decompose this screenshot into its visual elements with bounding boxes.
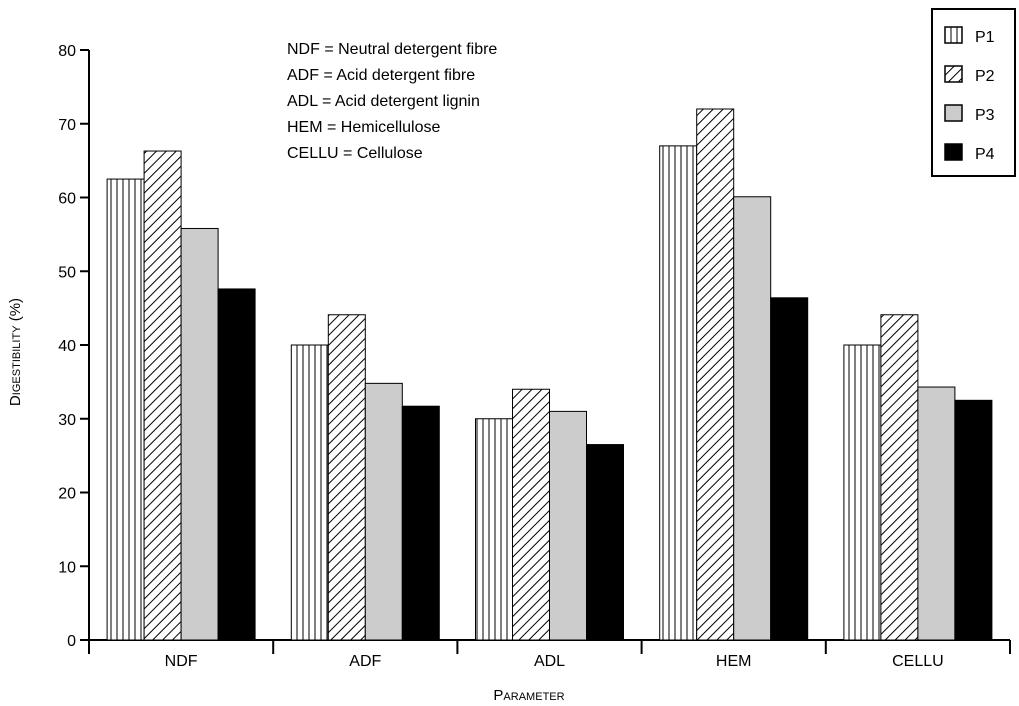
y-tick-label: 50 [58,264,76,281]
bar-p4-ndf [217,288,256,641]
bar-p1-adl [475,418,513,641]
bar-p4-adl [586,444,624,641]
legend-swatch-p4 [944,143,963,161]
bar-p2-adf [327,314,366,641]
bar-p4-adf [401,405,440,641]
y-tick-label: 20 [58,486,76,503]
annotation-line: HEM = Hemicellulose [287,119,440,136]
bar-p3-hem [733,196,772,641]
x-axis: NDF ADF ADL HEM CELLU [88,639,1011,670]
y-axis-title: DIGESTIBILITY (%) [7,298,24,406]
bar-p1-cellu [843,344,882,641]
legend-swatch-p3 [944,104,963,122]
y-tick-label: 60 [58,191,76,208]
legend-label-p2: P2 [975,68,995,85]
bar-p3-adf [364,382,403,641]
x-tick-label: NDF [165,653,198,670]
y-axis: 0 10 20 30 40 50 60 70 80 [58,43,90,650]
bar-p3-cellu [917,386,956,641]
x-tick-label: CELLU [892,653,944,670]
y-tick-label: 70 [58,117,76,134]
annotation-notes: NDF = Neutral detergent fibre ADF = Acid … [287,41,497,162]
y-tick-label: 40 [58,338,76,355]
bar-p4-hem [770,297,809,641]
x-axis-title: PARAMETER [493,687,564,704]
x-tick-label: HEM [716,653,752,670]
bars [106,108,993,641]
bar-p2-ndf [143,150,182,641]
legend-label-p1: P1 [975,29,995,46]
bar-p2-hem [696,108,735,641]
legend-label-p4: P4 [975,146,995,163]
bar-p3-adl [549,410,587,641]
legend-swatch-p1 [944,26,963,44]
bar-p1-ndf [106,178,145,641]
legend: P1 P2 P3 P4 [931,8,1016,177]
x-tick-label: ADF [349,653,381,670]
y-tick-label: 10 [58,559,76,576]
annotation-line: CELLU = Cellulose [287,145,423,162]
y-tick-label: 80 [58,43,76,60]
y-tick-label: 30 [58,412,76,429]
bar-p2-cellu [880,314,919,641]
legend-swatch-p2 [944,65,963,83]
legend-label-p3: P3 [975,107,995,124]
y-tick-label: 0 [67,633,76,650]
bar-p2-adl [512,388,550,641]
annotation-line: ADL = Acid detergent lignin [287,93,480,110]
bar-p1-adf [290,344,329,641]
bar-p1-hem [659,145,698,641]
annotation-line: NDF = Neutral detergent fibre [287,41,497,58]
bar-p3-ndf [180,227,219,641]
x-tick-label: ADL [534,653,565,670]
annotation-line: ADF = Acid detergent fibre [287,67,475,84]
bar-p4-cellu [954,399,993,641]
